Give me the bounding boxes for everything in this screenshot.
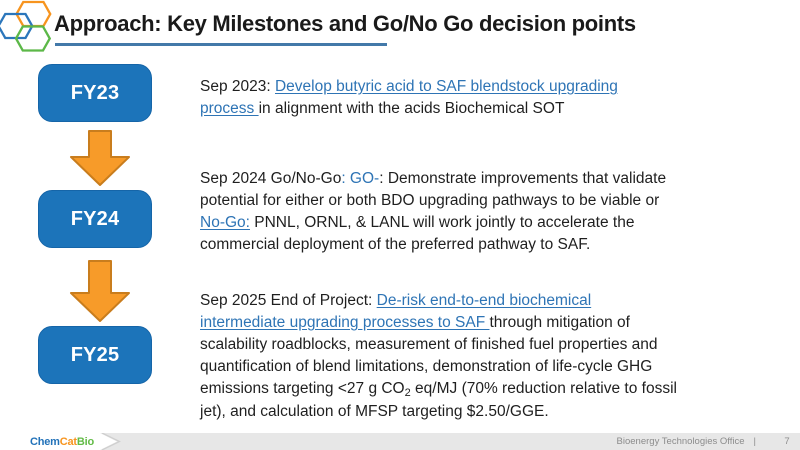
down-arrow-icon <box>70 260 130 322</box>
hyperlink-text[interactable]: No-Go: <box>200 214 250 231</box>
text-segment: Sep 2023: <box>200 78 275 95</box>
text-segment: Sep 2025 End of Project: <box>200 292 377 309</box>
hyperlink-text[interactable]: Develop butyric acid to SAF blendstock u… <box>200 78 618 117</box>
text-segment: 2 <box>404 387 411 399</box>
text-segment: PNNL, ORNL, & LANL will work jointly to … <box>200 214 635 253</box>
text-segment: : Demonstrate improvements that validate… <box>200 170 667 209</box>
chemcatbio-logo: Chem Cat Bio <box>30 433 94 450</box>
timeline-box-fy25: FY25 <box>38 326 152 384</box>
page-title: Approach: Key Milestones and Go/No Go de… <box>54 11 636 36</box>
chemcatbio-banner-shape <box>0 433 121 450</box>
footer-office-label: Bioenergy Technologies Office <box>616 436 745 447</box>
title-underline <box>55 43 387 46</box>
text-segment: in alignment with the acids Biochemical … <box>258 100 565 117</box>
footer-right: Bioenergy Technologies Office | 7 <box>617 433 792 450</box>
chemcatbio-hexagons-logo <box>0 0 52 52</box>
logo-text-chem: Chem <box>30 435 60 448</box>
milestone-fy23-text: Sep 2023: Develop butyric acid to SAF bl… <box>200 76 785 120</box>
footer-bar: Chem Cat Bio Bioenergy Technologies Office… <box>0 433 800 450</box>
hyperlink-text[interactable]: De-risk end-to-end biochemical intermedi… <box>200 292 592 331</box>
text-segment: eq/MJ (70% reduction relative to fossil … <box>200 380 677 420</box>
footer-separator: | <box>753 436 756 447</box>
milestone-fy25-text: Sep 2025 End of Project: De-risk end-to-… <box>200 290 785 423</box>
text-segment: through mitigation of scalability roadbl… <box>200 314 658 397</box>
milestone-fy24-text: Sep 2024 Go/No-Go: GO-: Demonstrate impr… <box>200 168 785 256</box>
down-arrow-icon <box>70 130 130 186</box>
timeline-box-fy24: FY24 <box>38 190 152 248</box>
text-segment: Sep 2024 Go/No-Go <box>200 170 342 187</box>
logo-text-bio: Bio <box>76 435 95 448</box>
timeline-box-fy23: FY23 <box>38 64 152 122</box>
logo-text-cat: Cat <box>59 435 77 448</box>
page-number: 7 <box>784 436 790 447</box>
text-segment: : GO- <box>341 170 380 187</box>
